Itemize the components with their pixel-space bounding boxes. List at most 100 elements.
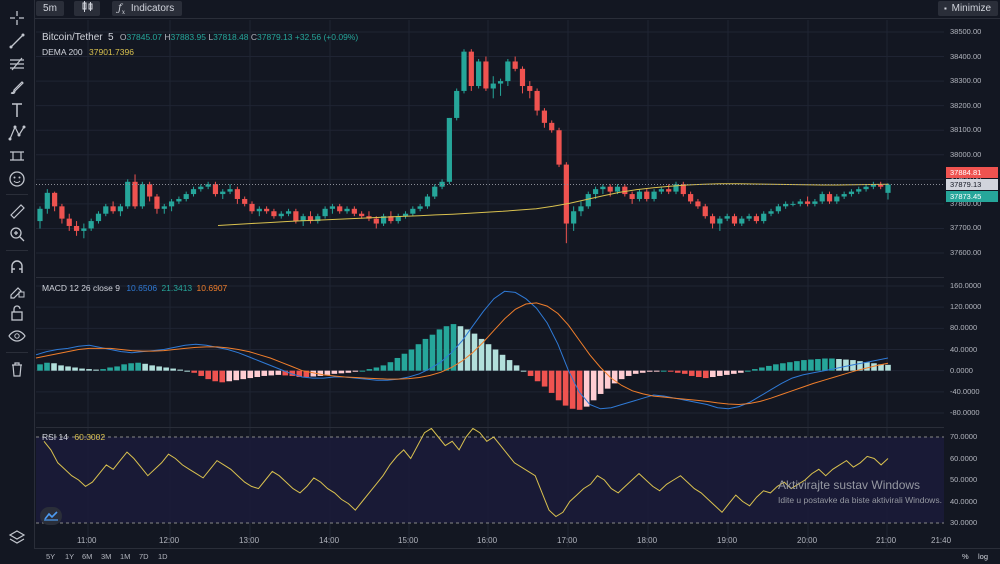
macd-axis-label: 80.0000 [950,323,978,333]
candle [249,201,255,214]
macd-hist-bar [780,363,786,371]
macd-hist-bar [590,370,597,401]
candle [658,186,664,195]
macd-hist-bar [261,370,268,376]
ohlc-change: +32.56 (+0.09%) [294,32,359,42]
macd-hist-bar [709,370,716,378]
range-1m[interactable]: 1M [120,552,131,561]
windows-activation-subtitle: Idite u postavke da biste aktivirali Win… [778,495,942,505]
candle [402,211,409,219]
macd-hist-bar [513,365,520,371]
minimize-button[interactable]: ▪ Minimize [938,1,998,16]
pane-separator[interactable] [36,427,944,428]
macd-hist-bar [79,368,85,371]
macd-hist-bar [745,370,751,372]
macd-hist-bar [639,370,646,373]
candle [95,211,102,224]
time-axis-label: 13:00 [239,536,260,545]
candle [541,108,548,128]
crosshair-icon[interactable] [7,8,27,28]
percent-toggle[interactable]: % [962,552,969,561]
lock-drawings-icon[interactable] [7,280,27,300]
symbol-name: Bitcoin/Tether [42,32,103,43]
macd-hist-bar [436,329,443,371]
range-5y[interactable]: 5Y [46,552,56,561]
time-axis-label: 11:00 [77,536,97,545]
candle [563,162,569,244]
macd-hist-bar [576,370,583,410]
candle [783,201,789,209]
ruler-icon[interactable] [7,201,27,221]
macd-legend: MACD 12 26 close 9 10.6506 21.3413 10.69… [42,283,227,293]
price-axis-label: 38500.00 [950,27,982,36]
indicators-label: Indicators [130,3,175,14]
macd-hist-bar [429,334,436,371]
macd-hist-bar [695,370,702,378]
measure-icon[interactable] [7,146,27,166]
macd-hist-bar [766,365,772,371]
range-7d[interactable]: 7D [139,552,149,561]
log-toggle[interactable]: log [978,552,989,561]
macd-hist-bar [618,370,625,380]
macd-hist-bar [527,370,534,376]
macd-hist-bar [352,370,359,372]
eye-icon[interactable] [7,326,27,346]
range-6m[interactable]: 6M [82,552,93,561]
macd-hist-bar [492,349,499,371]
pattern-icon[interactable] [7,123,27,143]
macd-hist-bar [457,326,464,371]
macd-hist-bar [506,360,513,371]
candle [585,191,591,209]
range-3m[interactable]: 3M [101,552,112,561]
candle [285,208,292,217]
lock-icon[interactable] [7,303,27,323]
macd-hist-bar [485,344,492,371]
macd-hist-bar [373,367,380,371]
indicators-button[interactable]: ƒx Indicators [112,1,182,16]
rsi-axis-label: 60.0000 [950,453,978,463]
layers-icon[interactable] [7,527,27,547]
candle [724,213,730,222]
macd-hist-bar [240,370,247,380]
macd-hist-bar [738,370,744,373]
emoji-icon[interactable] [7,169,27,189]
price-axis-label: 38400.00 [950,51,982,61]
rsi-axis-label: 40.0000 [950,496,978,506]
macd-hist-bar [450,324,457,371]
brand-logo-icon[interactable] [40,507,62,525]
magnet-icon[interactable] [7,257,27,277]
candle [571,206,577,231]
range-1d[interactable]: 1D [158,552,168,561]
chart-type-button[interactable] [74,1,100,16]
macd-hist-bar [569,370,576,409]
price-axis-label: 37700.00 [950,223,982,233]
macd-hist-bar [702,370,709,379]
trash-icon[interactable] [7,359,27,379]
signal-line [35,302,889,406]
range-1y[interactable]: 1Y [65,552,75,561]
candle [534,88,540,116]
macd-hist-bar [443,326,450,371]
macd-hist-bar [471,333,478,371]
trend-line-icon[interactable] [7,31,27,51]
candle [366,211,372,222]
candle [848,189,855,197]
text-icon[interactable] [7,100,27,120]
candle [622,184,628,197]
pane-separator[interactable] [36,277,944,278]
candle [476,59,482,89]
macd-hist-bar [296,370,303,378]
time-axis-label: 12:00 [159,536,180,545]
macd-hist-bar [142,363,148,371]
macd-hist-bar [100,369,106,371]
zoom-in-icon[interactable] [7,224,27,244]
candle [417,203,423,212]
macd-hist-bar [660,370,667,372]
fib-icon[interactable] [7,54,27,74]
macd-hist-bar [646,370,653,372]
candle [863,184,869,192]
brush-icon[interactable] [7,77,27,97]
minimize-icon: ▪ [944,4,947,13]
interval-button[interactable]: 5m [36,1,64,16]
